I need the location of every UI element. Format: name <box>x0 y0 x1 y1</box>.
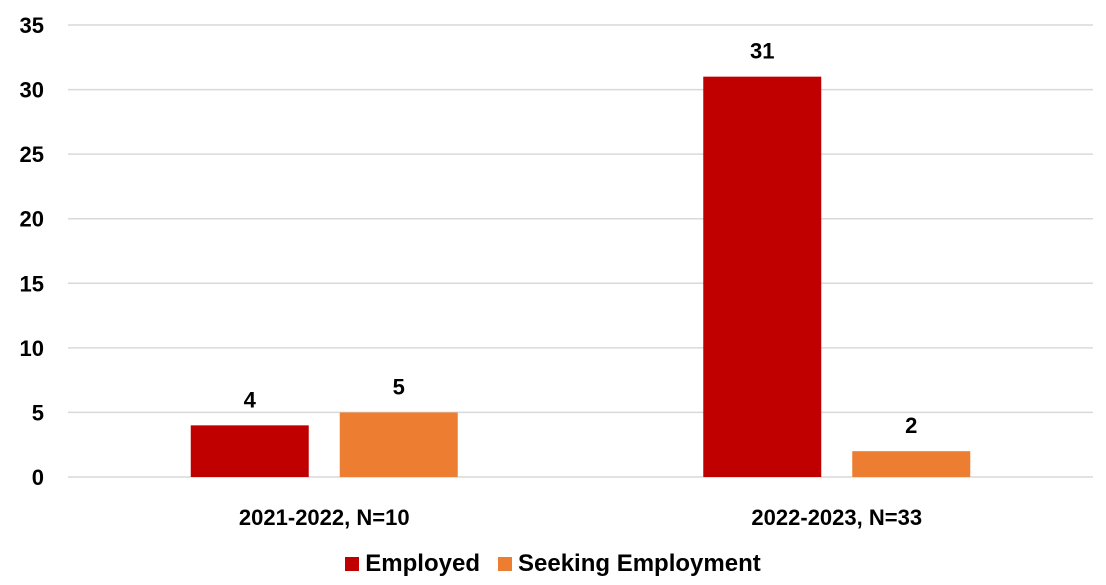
y-tick-label: 10 <box>20 336 44 361</box>
data-label-employed: 4 <box>244 387 257 412</box>
bar-seeking-employment <box>339 412 458 477</box>
y-tick-label: 30 <box>20 78 44 103</box>
data-label-employed: 31 <box>750 39 774 64</box>
y-tick-label: 15 <box>20 271 44 296</box>
y-tick-label: 5 <box>32 400 44 425</box>
data-label-seeking-employment: 2 <box>905 413 917 438</box>
bar-employed <box>703 76 822 478</box>
y-axis-tick-labels: 0 5 10 15 20 25 30 35 <box>20 13 44 490</box>
y-tick-label: 20 <box>20 207 44 232</box>
x-axis-category-labels: 2021-2022, N=10 2022-2023, N=33 <box>239 505 922 530</box>
legend-swatch-seeking-employment <box>497 557 512 571</box>
legend-item-employed: Employed <box>345 550 480 578</box>
y-tick-label: 35 <box>20 13 44 38</box>
legend-label-employed: Employed <box>365 550 480 577</box>
bar-seeking-employment <box>852 451 971 477</box>
data-labels: 4 5 31 2 <box>244 39 918 439</box>
x-category-label: 2022-2023, N=33 <box>751 505 922 530</box>
legend-label-seeking-employment: Seeking Employment <box>517 550 761 577</box>
y-tick-label: 0 <box>32 465 44 490</box>
legend-item-seeking-employment: Seeking Employment <box>497 550 761 578</box>
data-label-seeking-employment: 5 <box>393 374 405 399</box>
bars <box>190 76 971 478</box>
y-tick-label: 25 <box>20 142 44 167</box>
bar-employed <box>190 425 309 477</box>
gridlines <box>68 24 1093 478</box>
x-category-label: 2021-2022, N=10 <box>239 505 410 530</box>
legend-swatch-employed <box>345 557 360 571</box>
legend: Employed Seeking Employment <box>0 550 1106 578</box>
